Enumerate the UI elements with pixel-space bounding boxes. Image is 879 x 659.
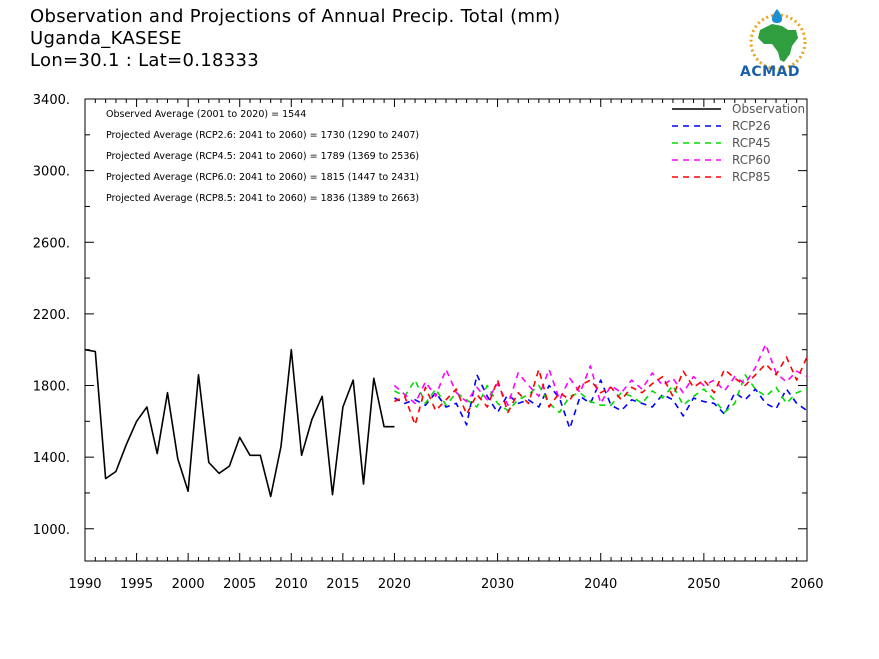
legend-label-rcp60: RCP60 <box>732 153 771 167</box>
average-note: Projected Average (RCP6.0: 2041 to 2060)… <box>106 172 419 183</box>
x-tick-label: 2040 <box>584 577 617 592</box>
average-note: Observed Average (2001 to 2020) = 1544 <box>106 109 306 120</box>
x-tick-label: 1990 <box>68 577 101 592</box>
series-line-rcp26 <box>394 373 808 430</box>
axes: 1990 1995 2000 2005 2010 2015 2020 2030 2040 2050… <box>33 93 824 592</box>
average-note: Projected Average (RCP2.6: 2041 to 2060)… <box>106 130 419 141</box>
x-tick-label: 1995 <box>120 577 153 592</box>
legend-label-rcp85: RCP85 <box>732 170 771 184</box>
series-line-rcp85 <box>394 356 808 426</box>
x-tick-label: 2050 <box>687 577 720 592</box>
average-note: Projected Average (RCP8.5: 2041 to 2060)… <box>106 193 419 204</box>
plot-frame <box>84 98 808 562</box>
x-tick-label: 2015 <box>326 577 359 592</box>
location-name: Uganda_KASESE <box>30 28 182 49</box>
y-tick-label: 2200. <box>33 308 70 323</box>
legend-label-rcp26: RCP26 <box>732 119 771 133</box>
series-lines <box>84 343 808 498</box>
series-line-observation <box>84 348 395 498</box>
annotations: Observed Average (2001 to 2020) = 1544 Pr… <box>106 109 419 204</box>
average-note: Projected Average (RCP4.5: 2041 to 2060)… <box>106 151 419 162</box>
x-tick-label: 2000 <box>172 577 205 592</box>
acmad-logo <box>749 9 807 71</box>
legend-label-rcp45: RCP45 <box>732 136 771 150</box>
coordinates: Lon=30.1 : Lat=0.18333 <box>30 50 260 71</box>
x-tick-label: 2005 <box>223 577 256 592</box>
chart-header: Observation and Projections of Annual Pr… <box>30 6 560 72</box>
legend: Observation RCP26 RCP45 RCP60 RCP85 <box>672 102 805 184</box>
series-line-rcp60 <box>393 343 808 407</box>
x-tick-label: 2010 <box>275 577 308 592</box>
y-tick-label: 3400. <box>33 93 70 108</box>
y-tick-label: 2600. <box>33 236 70 251</box>
x-tick-label: 2030 <box>481 577 514 592</box>
x-tick-label: 2020 <box>378 577 411 592</box>
series-line-rcp45 <box>394 373 808 414</box>
y-tick-label: 3000. <box>33 165 70 180</box>
acmad-logo-text: ACMAD <box>740 64 800 80</box>
x-tick-label: 2060 <box>790 577 823 592</box>
y-tick-label: 1800. <box>33 380 70 395</box>
chart-title: Observation and Projections of Annual Pr… <box>30 6 561 27</box>
y-tick-label: 1000. <box>33 523 70 538</box>
y-tick-label: 1400. <box>33 451 70 466</box>
legend-label-observation: Observation <box>732 102 805 116</box>
water-drop-icon <box>772 9 782 23</box>
africa-map-icon <box>758 24 798 62</box>
